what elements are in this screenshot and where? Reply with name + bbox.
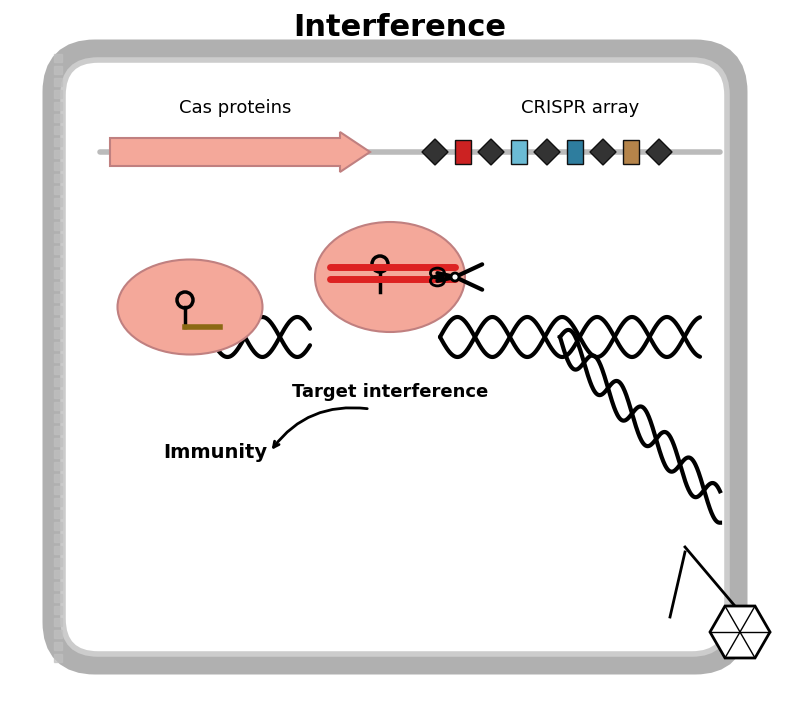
Bar xyxy=(54,138,62,146)
Circle shape xyxy=(451,273,459,281)
Bar xyxy=(54,270,62,278)
Text: Cas proteins: Cas proteins xyxy=(179,99,291,117)
Bar xyxy=(54,318,62,326)
Bar xyxy=(54,282,62,290)
Bar xyxy=(54,390,62,398)
Polygon shape xyxy=(646,139,672,165)
Bar xyxy=(54,78,62,86)
Bar xyxy=(54,438,62,446)
Bar xyxy=(54,222,62,230)
Bar xyxy=(54,102,62,110)
Ellipse shape xyxy=(118,259,262,354)
Bar xyxy=(54,426,62,434)
Bar xyxy=(54,510,62,518)
Bar xyxy=(54,654,62,662)
Bar xyxy=(54,126,62,134)
Bar xyxy=(54,234,62,242)
Bar xyxy=(455,140,471,164)
Bar xyxy=(54,258,62,266)
Bar xyxy=(54,522,62,530)
Bar xyxy=(54,54,62,62)
Bar xyxy=(54,414,62,422)
Bar xyxy=(54,546,62,554)
FancyBboxPatch shape xyxy=(55,52,735,662)
Bar xyxy=(54,66,62,74)
Bar xyxy=(54,498,62,506)
Bar xyxy=(54,366,62,374)
Bar xyxy=(54,306,62,314)
Bar xyxy=(54,618,62,626)
Bar xyxy=(54,90,62,98)
Bar xyxy=(54,186,62,194)
Bar xyxy=(54,198,62,206)
Bar xyxy=(567,140,583,164)
Bar xyxy=(54,462,62,470)
Bar xyxy=(54,294,62,302)
Bar xyxy=(54,642,62,650)
Bar xyxy=(54,378,62,386)
Bar xyxy=(54,330,62,338)
Polygon shape xyxy=(590,139,616,165)
Bar xyxy=(54,354,62,362)
Text: Target interference: Target interference xyxy=(292,383,488,401)
Bar xyxy=(54,114,62,122)
Bar xyxy=(54,582,62,590)
Text: Interference: Interference xyxy=(294,13,506,42)
Bar xyxy=(54,174,62,182)
Bar xyxy=(54,162,62,170)
Bar xyxy=(54,606,62,614)
Text: Immunity: Immunity xyxy=(163,443,267,462)
Polygon shape xyxy=(478,139,504,165)
Polygon shape xyxy=(710,606,770,658)
Bar xyxy=(511,140,527,164)
Bar xyxy=(54,402,62,410)
Bar xyxy=(54,570,62,578)
Bar xyxy=(54,342,62,350)
Ellipse shape xyxy=(315,222,465,332)
Bar xyxy=(54,210,62,218)
Bar xyxy=(54,486,62,494)
Bar xyxy=(54,558,62,566)
Polygon shape xyxy=(422,139,448,165)
Polygon shape xyxy=(534,139,560,165)
Text: CRISPR array: CRISPR array xyxy=(521,99,639,117)
Bar xyxy=(54,246,62,254)
Bar xyxy=(54,630,62,638)
Bar xyxy=(54,150,62,158)
Bar xyxy=(54,450,62,458)
Bar xyxy=(54,474,62,482)
FancyBboxPatch shape xyxy=(63,60,727,654)
Bar xyxy=(54,594,62,602)
FancyArrow shape xyxy=(110,132,370,172)
Bar xyxy=(54,534,62,542)
Bar xyxy=(623,140,639,164)
